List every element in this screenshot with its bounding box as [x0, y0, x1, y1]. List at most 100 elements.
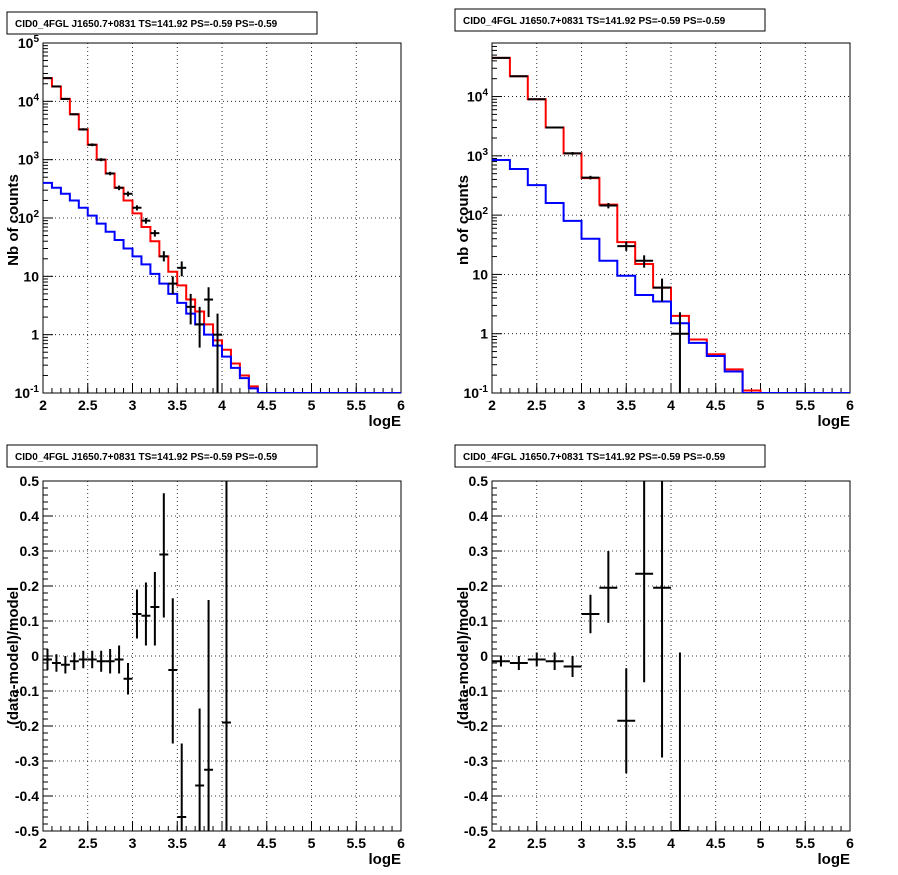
data-point [527, 652, 546, 667]
x-tick-label: 4 [218, 835, 226, 851]
x-tick-label: 2.5 [78, 397, 98, 413]
y-tick-label: -0.1 [464, 683, 488, 699]
data-point [43, 649, 52, 670]
data-point [599, 551, 618, 623]
y-tick-label: 104 [18, 92, 40, 109]
x-tick-label: 4.5 [706, 835, 726, 851]
y-tick-label: -0.3 [464, 753, 488, 769]
data-point [105, 649, 115, 674]
x-tick-label: 5 [308, 397, 316, 413]
y-axis-label: nb of counts [455, 175, 472, 265]
x-tick-label: 2 [39, 397, 47, 413]
data-point [87, 143, 97, 147]
data-point [509, 656, 528, 670]
y-tick-label: -0.4 [464, 788, 488, 804]
x-tick-label: 5.5 [347, 835, 367, 851]
y-tick-label: 0.3 [469, 543, 489, 559]
data-point [51, 85, 61, 88]
y-tick-label: 103 [18, 151, 40, 168]
data-point [60, 97, 70, 100]
data-point [653, 481, 671, 758]
y-tick-label: -0.5 [15, 823, 39, 839]
x-tick-label: 4 [667, 835, 675, 851]
x-tick-label: 3 [578, 835, 586, 851]
x-tick-label: 2.5 [527, 835, 547, 851]
data-point [87, 650, 97, 669]
data-point [222, 481, 231, 831]
x-tick-label: 3.5 [168, 835, 188, 851]
x-tick-label: 4 [218, 397, 226, 413]
data-point [213, 313, 222, 393]
y-tick-label: 103 [467, 147, 489, 164]
data-point [509, 75, 528, 78]
data-point [96, 650, 106, 672]
data-point [96, 158, 106, 162]
data-point [78, 128, 88, 131]
data-point [581, 175, 600, 180]
y-tick-label: 10 [23, 268, 39, 284]
x-tick-label: 5 [308, 835, 316, 851]
x-tick-label: 3 [578, 397, 586, 413]
data-point [105, 171, 115, 176]
data-point [563, 656, 582, 677]
data-point [43, 77, 52, 80]
data-point [671, 652, 689, 831]
y-tick-label: 10-1 [464, 384, 489, 401]
data-point [114, 185, 124, 191]
plot-area [43, 481, 231, 831]
y-tick-label: 10 [472, 266, 488, 282]
data-point [60, 656, 70, 674]
x-tick-label: 6 [397, 835, 405, 851]
data-point [581, 594, 600, 634]
data-point [150, 572, 160, 646]
data-point [78, 650, 88, 669]
chart-title: CID0_4FGL J1650.7+0831 TS=141.92 PS=-0.5… [463, 452, 726, 463]
data-point [132, 589, 142, 639]
plot-area [492, 481, 689, 831]
y-tick-label: -0.3 [15, 753, 39, 769]
plot-panel-counts-right: CID0_4FGL J1650.7+0831 TS=141.92 PS=-0.5… [454, 8, 854, 430]
x-tick-label: 3.5 [617, 397, 637, 413]
data-point [69, 652, 79, 670]
x-axis-label: logE [369, 851, 402, 868]
x-tick-label: 2 [488, 835, 496, 851]
model-total-histogram [492, 56, 850, 393]
y-tick-label: 10-1 [15, 384, 40, 401]
x-tick-label: 4.5 [257, 835, 277, 851]
y-tick-label: -0.2 [464, 718, 488, 734]
data-point [545, 652, 564, 670]
title-box [454, 8, 766, 32]
data-point [204, 287, 214, 318]
x-tick-label: 4.5 [706, 397, 726, 413]
data-point [177, 261, 187, 277]
y-tick-label: 0.5 [469, 473, 489, 489]
y-tick-label: 105 [18, 34, 40, 51]
data-point [168, 276, 178, 294]
data-point [545, 126, 564, 129]
y-tick-label: 1 [31, 327, 39, 343]
data-point [159, 493, 169, 618]
data-point [492, 656, 510, 667]
source-model-histogram [492, 159, 850, 393]
data-point [123, 663, 133, 695]
x-tick-label: 2 [488, 397, 496, 413]
x-axis-label: logE [369, 413, 402, 430]
data-point [671, 312, 689, 393]
y-tick-label: 0.3 [20, 543, 40, 559]
chart-title: CID0_4FGL J1650.7+0831 TS=141.92 PS=-0.5… [15, 452, 278, 463]
plot-panel-counts-left: CID0_4FGL J1650.7+0831 TS=141.92 PS=-0.5… [5, 11, 405, 430]
y-tick-label: 102 [18, 209, 40, 226]
x-tick-label: 5.5 [796, 835, 816, 851]
y-axis-label: Nb of counts [5, 174, 22, 266]
data-point [159, 251, 169, 262]
y-tick-label: 0.4 [20, 508, 40, 524]
y-tick-label: 0.4 [469, 508, 489, 524]
data-point [635, 481, 654, 683]
source-model-histogram [43, 181, 401, 393]
chart-title: CID0_4FGL J1650.7+0831 TS=141.92 PS=-0.5… [463, 16, 726, 27]
data-point [195, 306, 205, 348]
plot-area [492, 56, 850, 393]
x-tick-label: 3 [129, 835, 137, 851]
data-point [132, 205, 142, 211]
